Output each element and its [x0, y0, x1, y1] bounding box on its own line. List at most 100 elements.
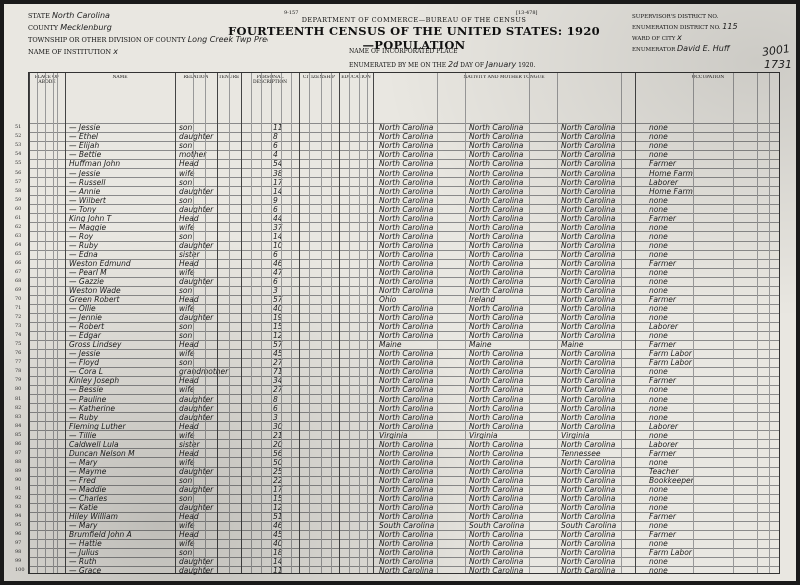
- line-number: 90: [15, 476, 22, 483]
- occupation: none: [649, 286, 668, 296]
- enumerator-value: David E. Huff: [677, 44, 730, 53]
- father-birthplace: North Carolina: [469, 484, 524, 494]
- line-number: 67: [15, 268, 22, 275]
- occupation: none: [649, 304, 668, 314]
- line-number: 56: [15, 169, 22, 176]
- father-birthplace: North Carolina: [469, 367, 524, 377]
- line-number: 91: [15, 485, 22, 492]
- subcolumn-divider: [769, 73, 770, 573]
- row-rule: [29, 412, 779, 414]
- person-name: — Ethel: [69, 132, 99, 142]
- row-rule: [29, 421, 779, 423]
- row-rule: [29, 150, 779, 152]
- census-title: FOURTEENTH CENSUS OF THE UNITED STATES: …: [228, 24, 600, 52]
- birthplace: North Carolina: [379, 557, 434, 567]
- mother-birthplace: North Carolina: [561, 240, 616, 250]
- age: 30: [273, 421, 283, 431]
- column-header: EDUCATION: [341, 75, 371, 80]
- line-number: 51: [15, 124, 22, 131]
- row-rule: [29, 258, 779, 260]
- occupation: Farm Labor: [649, 548, 692, 558]
- occupation: Laborer: [649, 421, 678, 431]
- line-number: 77: [15, 359, 22, 366]
- form-number-right: [13-478]: [516, 10, 538, 16]
- birthplace: North Carolina: [379, 141, 434, 151]
- birthplace: North Carolina: [379, 159, 434, 169]
- supervisor-label: SUPERVISOR'S DISTRICT NO.: [632, 14, 719, 20]
- subcolumn-divider: [45, 73, 46, 573]
- father-birthplace: North Carolina: [469, 195, 524, 205]
- age: 71: [273, 367, 283, 377]
- column-header: PERSONAL DESCRIPTION: [252, 75, 288, 85]
- person-name: — Maddie: [69, 484, 107, 494]
- line-number: 76: [15, 350, 22, 357]
- occupation: none: [649, 403, 668, 413]
- line-number: 65: [15, 250, 22, 257]
- subcolumn-divider: [205, 73, 206, 573]
- person-name: — Robert: [69, 322, 105, 332]
- birthplace: North Carolina: [379, 493, 434, 503]
- column-divider: [241, 73, 242, 573]
- subcolumn-divider: [271, 73, 272, 573]
- father-birthplace: North Carolina: [469, 502, 524, 512]
- mother-birthplace: North Carolina: [561, 502, 616, 512]
- row-rule: [29, 339, 779, 341]
- row-rule: [29, 321, 779, 323]
- occupation: Farmer: [649, 213, 676, 223]
- relation: Head: [179, 340, 199, 350]
- line-number: 54: [15, 151, 22, 158]
- occupation: Laborer: [649, 177, 678, 187]
- mother-birthplace: North Carolina: [561, 286, 616, 296]
- relation: Head: [179, 421, 199, 431]
- father-birthplace: North Carolina: [469, 168, 524, 178]
- occupation: Laborer: [649, 322, 678, 332]
- relation: wife: [179, 304, 195, 314]
- father-birthplace: North Carolina: [469, 150, 524, 160]
- occupation: Farmer: [649, 340, 676, 350]
- mother-birthplace: North Carolina: [561, 439, 616, 449]
- mother-birthplace: North Carolina: [561, 412, 616, 422]
- person-name: — Julius: [69, 548, 99, 558]
- person-name: Green Robert: [69, 295, 120, 305]
- birthplace: North Carolina: [379, 403, 434, 413]
- relation: daughter: [179, 412, 214, 422]
- occupation: none: [649, 276, 668, 286]
- mother-birthplace: North Carolina: [561, 322, 616, 332]
- age: 57: [273, 295, 283, 305]
- relation: wife: [179, 385, 195, 395]
- relation: Head: [179, 213, 199, 223]
- birthplace: North Carolina: [379, 502, 434, 512]
- age: 15: [273, 322, 283, 332]
- person-name: — Grace: [69, 566, 102, 576]
- occupation: none: [649, 204, 668, 214]
- age: 57: [273, 340, 283, 350]
- mother-birthplace: North Carolina: [561, 530, 616, 540]
- row-rule: [29, 231, 779, 233]
- mother-birthplace: North Carolina: [561, 557, 616, 567]
- birthplace: North Carolina: [379, 322, 434, 332]
- father-birthplace: North Carolina: [469, 412, 524, 422]
- relation: daughter: [179, 394, 214, 404]
- row-rule: [29, 502, 779, 504]
- line-number: 89: [15, 467, 22, 474]
- mother-birthplace: North Carolina: [561, 186, 616, 196]
- birthplace: North Carolina: [379, 186, 434, 196]
- age: 11: [273, 123, 283, 133]
- row-rule: [29, 267, 779, 269]
- birthplace: North Carolina: [379, 168, 434, 178]
- subcolumn-divider: [53, 73, 54, 573]
- mother-birthplace: North Carolina: [561, 295, 616, 305]
- age: 6: [273, 204, 278, 214]
- person-name: — Annie: [69, 186, 101, 196]
- column-divider: [299, 73, 300, 573]
- relation: wife: [179, 539, 195, 549]
- table-rows: 51— Jessie son 11 North Carolina North Carol…: [15, 123, 779, 576]
- line-number: 73: [15, 323, 22, 330]
- person-name: — Mayme: [69, 466, 107, 476]
- line-number: 57: [15, 178, 22, 185]
- birthplace: North Carolina: [379, 304, 434, 314]
- sheet-number: 3001: [761, 42, 791, 59]
- row-rule: [29, 330, 779, 332]
- mother-birthplace: North Carolina: [561, 304, 616, 314]
- father-birthplace: North Carolina: [469, 141, 524, 151]
